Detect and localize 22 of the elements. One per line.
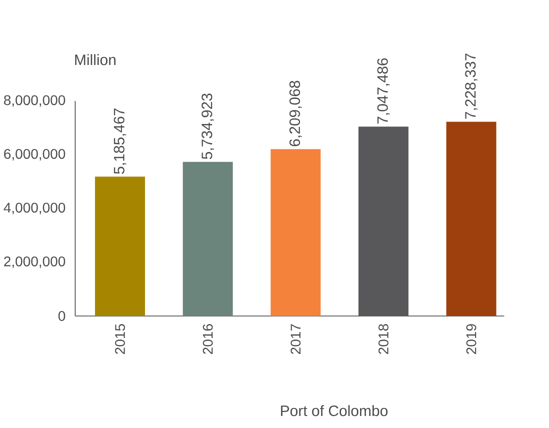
bar [446, 122, 496, 316]
x-tick-label: 2019 [466, 324, 476, 354]
data-label: 5,734,923 [202, 94, 214, 160]
x-tick-label: 2016 [202, 324, 213, 354]
bar [270, 149, 321, 316]
y-tick-label: 0 [58, 311, 66, 321]
x-axis-title: Port of Colombo [281, 405, 388, 416]
data-label: 6,209,068 [289, 80, 302, 146]
y-tick-label: 6,000,000 [4, 148, 66, 161]
data-label: 7,047,486 [377, 58, 390, 124]
bar [95, 176, 146, 316]
x-tick-label: 2018 [378, 324, 388, 354]
x-tick-label: 2017 [290, 324, 301, 354]
data-label: 5,185,467 [114, 108, 126, 174]
y-tick-label: 2,000,000 [4, 256, 66, 268]
y-axis-title: Million [75, 54, 116, 66]
x-tick-label: 2015 [115, 324, 125, 354]
bar [358, 126, 408, 316]
y-tick-label: 4,000,000 [4, 202, 66, 214]
bar [182, 162, 233, 316]
data-label: 7,228,337 [465, 54, 478, 119]
y-tick-label: 8,000,000 [4, 95, 66, 107]
